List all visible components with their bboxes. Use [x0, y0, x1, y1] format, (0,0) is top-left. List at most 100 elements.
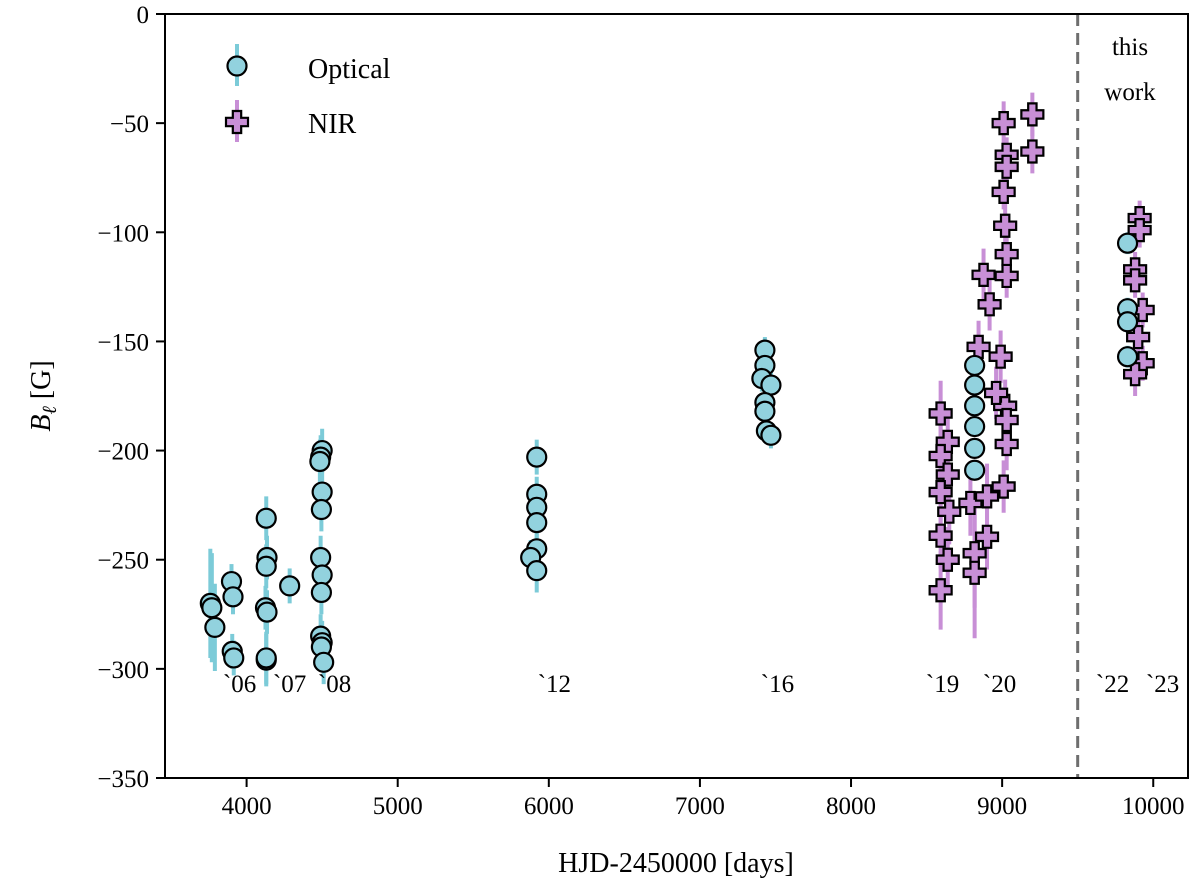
legend-optical-marker [226, 55, 248, 77]
legend-label-nir: NIR [308, 109, 357, 140]
nir-point [994, 407, 1019, 433]
optical-point [310, 581, 332, 604]
season-label: `07 [273, 671, 306, 698]
x-tick-label: 8000 [826, 793, 876, 820]
season-label: `06 [223, 671, 256, 698]
x-axis-label: HJD-2450000 [days] [558, 848, 794, 879]
optical-point [1116, 346, 1139, 368]
nir-point [971, 262, 996, 287]
optical-point [310, 498, 332, 521]
nir-point [1123, 268, 1148, 293]
season-label: `16 [761, 671, 794, 698]
x-tick-label: 9000 [977, 793, 1027, 820]
optical-point [760, 424, 782, 446]
nir-point [974, 524, 1000, 549]
season-label: `08 [318, 671, 351, 698]
nir-point [1123, 362, 1148, 387]
legend-label-optical: Optical [308, 54, 391, 85]
optical-point [204, 616, 226, 638]
nir-point [991, 111, 1016, 136]
y-axis-label-unit: [G] [26, 360, 57, 406]
nir-point [1020, 102, 1045, 127]
optical-point [255, 555, 277, 577]
optical-point [526, 560, 548, 582]
x-tick-label: 6000 [524, 793, 574, 820]
optical-point [222, 586, 244, 608]
nir-point [1126, 324, 1151, 350]
optical-point [760, 374, 782, 396]
optical-point [1116, 311, 1139, 333]
season-label: `22 [1096, 671, 1129, 698]
optical-point [964, 459, 986, 481]
nir-point [994, 431, 1019, 457]
optical-point [964, 374, 986, 396]
x-tick-label: 4000 [222, 793, 272, 820]
optical-point [201, 597, 223, 619]
nir-point [994, 263, 1019, 289]
nir-point [991, 179, 1016, 205]
nir-point [958, 490, 983, 516]
nir-point [983, 380, 1009, 406]
optical-point [311, 481, 333, 503]
nir-point [1020, 139, 1045, 164]
nir-point [928, 523, 953, 548]
y-tick-label: −350 [97, 766, 149, 793]
season-label: `12 [538, 671, 571, 698]
season-label: `20 [983, 671, 1016, 698]
y-axis-label: Bℓ [G] [26, 360, 61, 431]
y-tick-label: −300 [97, 657, 149, 684]
optical-point [223, 647, 245, 669]
optical-point [309, 450, 331, 473]
nir-point [977, 292, 1002, 317]
nir-point [937, 499, 962, 524]
y-axis-label-subscript: ℓ [39, 406, 61, 415]
data-markers [199, 102, 1155, 673]
season-labels: `06 `07 `08 `12 `16 `19 `20 `22 `23 [223, 671, 1179, 698]
legend-nir-marker [224, 109, 250, 135]
y-axis-label-symbol: B [26, 415, 57, 432]
axes: 4000 5000 6000 7000 8000 9000 10000 0 −50 −100 −15… [97, 2, 1189, 820]
optical-point [1116, 232, 1139, 254]
this-work-label-line1: this [1112, 34, 1148, 61]
x-tick-label: 10000 [1122, 793, 1185, 820]
nir-point [988, 344, 1013, 369]
optical-point [964, 354, 986, 377]
optical-point [255, 507, 277, 529]
optical-point [964, 415, 986, 438]
nir-point [994, 242, 1019, 267]
optical-point [256, 601, 278, 623]
optical-point [964, 395, 986, 417]
y-tick-label: −200 [97, 439, 149, 466]
optical-point [279, 575, 301, 597]
optical-point [526, 446, 548, 468]
plot-frame [164, 13, 1189, 779]
nir-point [974, 484, 1000, 509]
y-tick-label: −50 [110, 111, 149, 138]
nir-point [935, 547, 960, 572]
nir-point [993, 213, 1018, 238]
x-tick-label: 5000 [373, 793, 423, 820]
y-tick-label: −150 [97, 329, 149, 356]
nir-point [962, 560, 987, 585]
nir-point [1127, 218, 1152, 243]
y-tick-label: −100 [97, 220, 149, 247]
legend: Optical NIR [224, 44, 391, 142]
y-tick-label: −250 [97, 548, 149, 575]
optical-point [754, 400, 776, 422]
y-tick-label: 0 [137, 2, 150, 29]
this-work-label-line2: work [1104, 79, 1156, 106]
season-label: `19 [926, 671, 959, 698]
nir-point [928, 578, 953, 603]
x-tick-label: 7000 [675, 793, 725, 820]
nir-point [994, 154, 1019, 179]
optical-point [313, 651, 335, 673]
nir-point [928, 401, 953, 426]
optical-point [255, 647, 277, 669]
season-label: `23 [1146, 671, 1179, 698]
nir-point [991, 474, 1016, 499]
optical-point [311, 564, 333, 586]
optical-point [964, 437, 986, 459]
optical-point [526, 512, 548, 534]
optical-point [310, 546, 332, 569]
